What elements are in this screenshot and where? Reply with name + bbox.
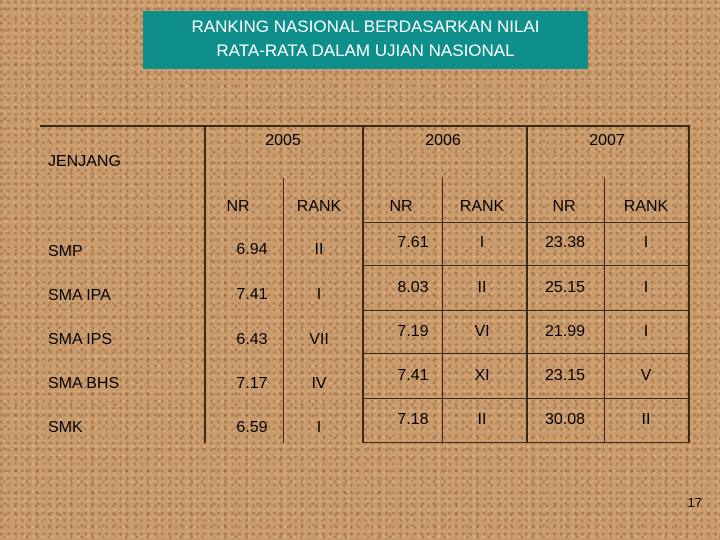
year-header-2006: 2006 [425,132,461,149]
column-divider-2006 [362,125,364,443]
cell-nr-2007: 21.99 [544,323,586,340]
cell-nr-2007: 23.38 [544,234,586,251]
cell-rank-2007: I [643,234,649,251]
cell-rank-2006: XI [474,367,490,384]
cell-rank-2007: II [641,411,651,428]
cell-rank-2005: I [316,419,322,436]
row-divider-5 [362,442,690,443]
row-level: SMA IPS [48,331,113,348]
column-divider-2005-rank [283,178,284,443]
year-header-2007: 2007 [589,132,625,149]
subheader-rank-2005: RANK [296,198,342,215]
cell-rank-2005: IV [311,375,327,392]
page-number: 17 [687,495,702,510]
cell-rank-2007: V [640,367,652,384]
row-level: SMK [48,419,83,436]
title-line-1: RANKING NASIONAL BERDASARKAN NILAI [191,17,540,36]
table-top-border [40,125,690,127]
row-divider-4 [362,398,690,399]
jenjang-header: JENJANG [48,153,121,170]
cell-nr-2007: 30.08 [544,411,586,428]
year-header-2005: 2005 [265,132,301,149]
subheader-nr-2005: NR [226,198,250,215]
cell-nr-2007: 25.15 [544,279,586,296]
cell-rank-2005: II [314,241,324,258]
cell-nr-2005: 6.59 [236,419,268,436]
cell-nr-2006: 7.18 [397,411,429,428]
cell-rank-2005: VII [309,331,329,348]
cell-nr-2005: 7.41 [236,286,268,303]
cell-nr-2006: 7.61 [397,234,429,251]
row-level: SMP [48,243,83,260]
cell-nr-2005: 7.17 [236,375,268,392]
subheader-rank-2006: RANK [459,198,505,215]
cell-nr-2005: 6.43 [236,331,268,348]
slide-title: RANKING NASIONAL BERDASARKAN NILAI RATA-… [143,11,588,69]
row-divider-1 [362,265,690,266]
row-divider-2 [362,310,690,311]
cell-nr-2007: 23.15 [544,367,586,384]
column-divider-jenjang [204,125,206,443]
cell-rank-2006: II [477,411,487,428]
cell-rank-2007: I [643,323,649,340]
column-divider-2007 [526,125,528,443]
title-line-2: RATA-RATA DALAM UJIAN NASIONAL [216,41,515,60]
cell-nr-2005: 6.94 [236,241,268,258]
subheader-nr-2007: NR [552,198,576,215]
subheader-rank-2007: RANK [623,198,669,215]
row-level: SMA IPA [48,287,111,304]
cell-nr-2006: 8.03 [397,279,429,296]
cell-nr-2006: 7.19 [397,323,429,340]
cell-nr-2006: 7.41 [397,367,429,384]
row-divider-3 [362,353,690,354]
table-right-border [688,125,690,443]
cell-rank-2007: I [643,279,649,296]
cell-rank-2006: II [477,279,487,296]
row-level: SMA BHS [48,375,120,392]
cell-rank-2006: VI [474,323,490,340]
row-divider-header [362,222,690,223]
cell-rank-2006: I [479,234,485,251]
subheader-nr-2006: NR [389,198,413,215]
cell-rank-2005: I [316,286,322,303]
